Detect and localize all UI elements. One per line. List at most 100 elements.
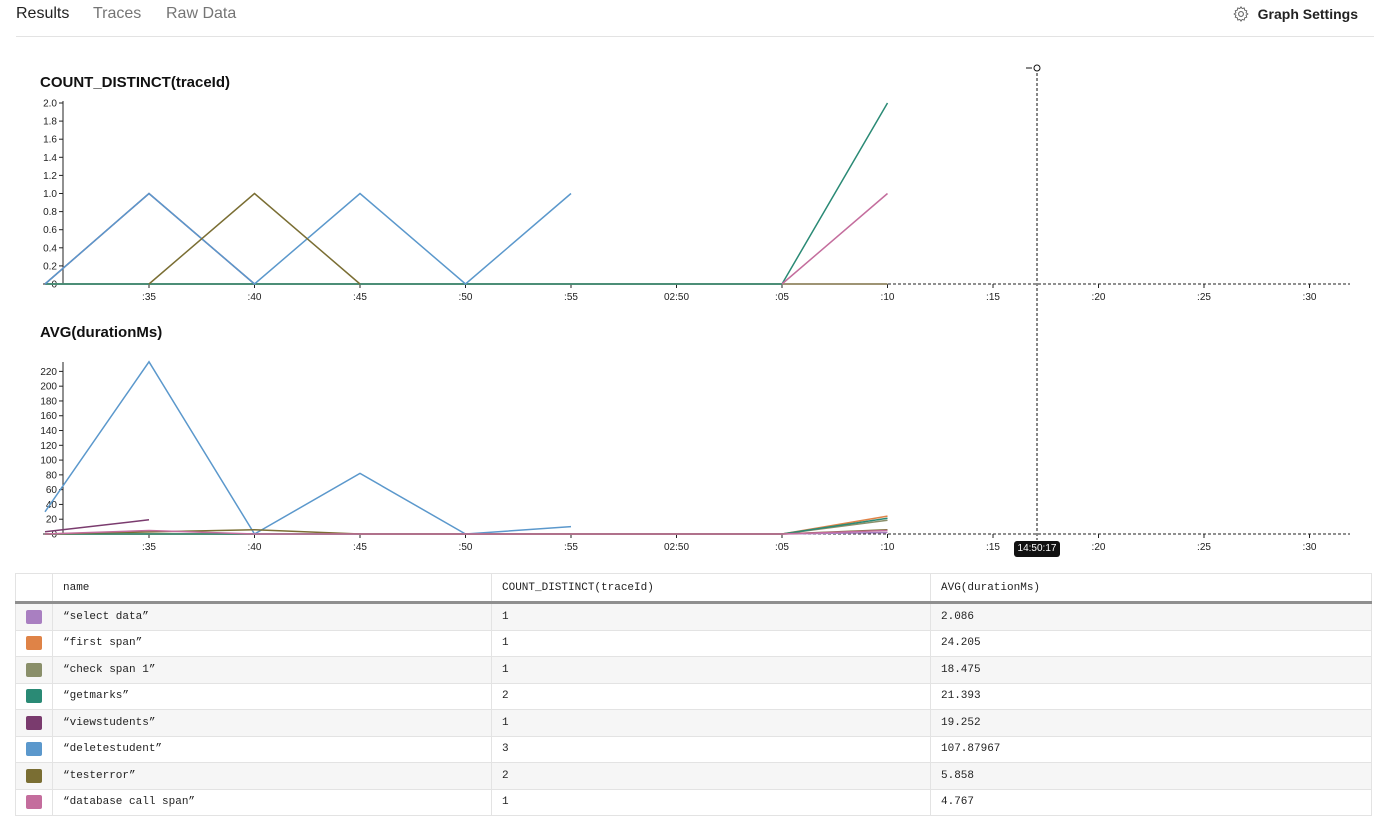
y-tick-label: 180 bbox=[40, 396, 57, 407]
series-color-swatch[interactable] bbox=[26, 795, 42, 810]
header-name[interactable]: name bbox=[52, 573, 492, 604]
graph-settings-button[interactable]: Graph Settings bbox=[1232, 5, 1358, 23]
table-row[interactable]: “check span 1” 1 18.475 bbox=[15, 656, 1372, 684]
graph-settings-label: Graph Settings bbox=[1257, 6, 1358, 22]
cell-name: “viewstudents” bbox=[52, 709, 492, 737]
y-tick-label: 0.6 bbox=[43, 225, 57, 236]
gear-icon bbox=[1232, 6, 1249, 22]
y-tick-label: 200 bbox=[40, 382, 57, 393]
x-tick-label: :50 bbox=[459, 542, 473, 553]
cell-avg-duration: 4.767 bbox=[930, 788, 1372, 816]
x-tick-label: :55 bbox=[564, 292, 578, 303]
tab-results[interactable]: Results bbox=[16, 5, 70, 22]
series-color-swatch[interactable] bbox=[26, 636, 42, 651]
cell-name: “database call span” bbox=[52, 788, 492, 816]
y-tick-label: 0.4 bbox=[43, 243, 57, 254]
x-tick-label: :15 bbox=[986, 292, 1000, 303]
x-tick-label: :10 bbox=[881, 542, 895, 553]
header-avg-duration[interactable]: AVG(durationMs) bbox=[930, 573, 1372, 604]
row-color-cell bbox=[15, 762, 53, 790]
x-tick-label: :35 bbox=[142, 542, 156, 553]
series-color-swatch[interactable] bbox=[26, 768, 42, 783]
cell-count-distinct: 1 bbox=[491, 788, 931, 816]
result-tabs: Results Traces Raw Data Graph Settings bbox=[0, 0, 1400, 37]
tab-traces[interactable]: Traces bbox=[93, 5, 142, 22]
table-row[interactable]: “getmarks” 2 21.393 bbox=[15, 682, 1372, 710]
cell-name: “first span” bbox=[52, 629, 492, 657]
series-line[interactable] bbox=[148, 192, 361, 285]
cell-avg-duration: 21.393 bbox=[930, 682, 1372, 710]
y-tick-label: 140 bbox=[40, 426, 57, 437]
cell-avg-duration: 18.475 bbox=[930, 656, 1372, 684]
series-line[interactable] bbox=[44, 529, 888, 535]
x-tick-label: :05 bbox=[775, 292, 789, 303]
cell-avg-duration: 2.086 bbox=[930, 602, 1372, 631]
cell-name: “check span 1” bbox=[52, 656, 492, 684]
series-color-swatch[interactable] bbox=[26, 742, 42, 757]
cell-avg-duration: 19.252 bbox=[930, 709, 1372, 737]
series-color-swatch[interactable] bbox=[26, 609, 42, 624]
tabs-divider bbox=[16, 36, 1374, 37]
x-tick-label: :20 bbox=[1092, 542, 1106, 553]
x-tick-label: :45 bbox=[353, 542, 367, 553]
cursor-time-badge: 14:50:17 bbox=[1014, 541, 1060, 557]
row-color-cell bbox=[15, 682, 53, 710]
series-color-swatch[interactable] bbox=[26, 715, 42, 730]
y-tick-label: 1.0 bbox=[43, 189, 57, 200]
avg-duration-chart[interactable]: 0 20 40 60 80 100 120 140 160 180 200 220:35:40:45:… bbox=[0, 0, 1400, 570]
x-tick-label: :10 bbox=[881, 292, 895, 303]
cell-count-distinct: 1 bbox=[491, 709, 931, 737]
x-tick-label: :30 bbox=[1303, 542, 1317, 553]
row-color-cell bbox=[15, 788, 53, 816]
series-color-swatch[interactable] bbox=[26, 689, 42, 704]
x-tick-label: :40 bbox=[248, 542, 262, 553]
y-tick-label: 60 bbox=[46, 485, 58, 496]
y-tick-label: 1.2 bbox=[43, 171, 57, 182]
series-color-swatch[interactable] bbox=[26, 662, 42, 677]
cell-count-distinct: 1 bbox=[491, 629, 931, 657]
x-tick-label: :50 bbox=[459, 292, 473, 303]
cell-name: “testerror” bbox=[52, 762, 492, 790]
table-row[interactable]: “testerror” 2 5.858 bbox=[15, 762, 1372, 790]
series-line[interactable] bbox=[44, 360, 572, 536]
row-color-cell bbox=[15, 656, 53, 684]
table-row[interactable]: “select data” 1 2.086 bbox=[15, 602, 1372, 631]
y-tick-label: 0.2 bbox=[43, 261, 57, 272]
series-line[interactable] bbox=[44, 519, 150, 533]
x-tick-label: :25 bbox=[1197, 292, 1211, 303]
x-tick-label: :35 bbox=[142, 292, 156, 303]
y-tick-label: 2.0 bbox=[43, 99, 57, 110]
table-row[interactable]: “deletestudent” 3 107.87967 bbox=[15, 735, 1372, 763]
cell-count-distinct: 2 bbox=[491, 762, 931, 790]
y-tick-label: 1.8 bbox=[43, 117, 57, 128]
cell-count-distinct: 2 bbox=[491, 682, 931, 710]
y-tick-label: 20 bbox=[46, 515, 58, 526]
cell-name: “deletestudent” bbox=[52, 735, 492, 763]
y-tick-label: 100 bbox=[40, 456, 57, 467]
y-tick-label: 40 bbox=[46, 500, 58, 511]
row-color-cell bbox=[15, 709, 53, 737]
x-tick-label: :30 bbox=[1303, 292, 1317, 303]
x-tick-label: :45 bbox=[353, 292, 367, 303]
y-tick-label: 120 bbox=[40, 441, 57, 452]
y-tick-label: 1.4 bbox=[43, 153, 57, 164]
cell-avg-duration: 24.205 bbox=[930, 629, 1372, 657]
x-tick-label: 02:50 bbox=[664, 292, 689, 303]
header-count-distinct[interactable]: COUNT_DISTINCT(traceId) bbox=[491, 573, 931, 604]
header-swatch bbox=[15, 573, 53, 604]
table-row[interactable]: “viewstudents” 1 19.252 bbox=[15, 709, 1372, 737]
x-tick-label: :20 bbox=[1092, 292, 1106, 303]
series-line[interactable] bbox=[781, 192, 888, 285]
table-row[interactable]: “first span” 1 24.205 bbox=[15, 629, 1372, 657]
table-row[interactable]: “database call span” 1 4.767 bbox=[15, 788, 1372, 816]
x-tick-label: 02:50 bbox=[664, 542, 689, 553]
x-tick-label: :05 bbox=[775, 542, 789, 553]
count-distinct-chart[interactable]: 0 0.2 0.4 0.6 0.8 1.0 1.2 1.4 1.6 1.8 2.0:35:40:45… bbox=[0, 0, 1400, 320]
tab-raw-data[interactable]: Raw Data bbox=[166, 5, 237, 22]
cell-avg-duration: 5.858 bbox=[930, 762, 1372, 790]
cell-name: “select data” bbox=[52, 602, 492, 631]
cell-name: “getmarks” bbox=[52, 682, 492, 710]
y-tick-label: 0 bbox=[51, 280, 57, 291]
cell-count-distinct: 1 bbox=[491, 602, 931, 631]
cell-avg-duration: 107.87967 bbox=[930, 735, 1372, 763]
